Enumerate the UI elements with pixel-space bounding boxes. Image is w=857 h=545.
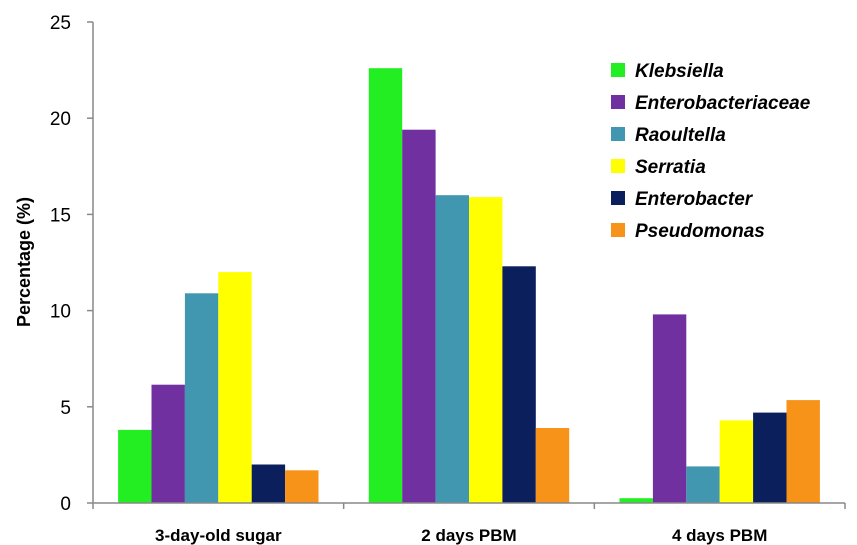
y-tick-label: 15 — [50, 205, 71, 226]
y-tick-label: 10 — [50, 302, 71, 323]
legend: Klebsiella Enterobacteriaceae Raoultella Se… — [611, 61, 811, 242]
bar-serratia-3 — [719, 420, 754, 503]
bar-klebsiella-1 — [118, 429, 152, 503]
x-category-label: 3-day-old sugar — [155, 526, 282, 545]
bar-raoultella-2 — [435, 195, 469, 503]
x-category-label: 4 days PBM — [672, 526, 767, 545]
legend-swatch — [611, 127, 625, 141]
legend-swatch — [611, 223, 625, 237]
y-tick-label: 25 — [50, 13, 71, 34]
legend-label: Enterobacter — [635, 189, 754, 210]
y-axis-label: Percentage (%) — [14, 197, 34, 327]
bar-serratia-2 — [469, 197, 503, 503]
legend-label: Serratia — [635, 157, 706, 178]
legend-swatch — [611, 95, 625, 109]
legend-label: Klebsiella — [635, 61, 724, 82]
bar-pseudomonas-1 — [285, 470, 319, 503]
bar-serratia-1 — [218, 272, 252, 503]
legend-swatch — [611, 191, 625, 205]
bar-enterobacteriaceae-3 — [652, 314, 687, 503]
legend-label: Enterobacteriaceae — [635, 93, 811, 114]
x-ticks-group: 3-day-old sugar 2 days PBM 4 days PBM — [92, 503, 846, 545]
y-tick-label: 5 — [60, 398, 71, 419]
bar-raoultella-1 — [184, 293, 219, 503]
bars-group — [118, 68, 820, 503]
bar-klebsiella-2 — [368, 68, 403, 503]
y-tick-label: 20 — [50, 109, 71, 130]
bar-pseudomonas-3 — [786, 400, 820, 503]
bar-enterobacter-2 — [502, 266, 536, 503]
bar-enterobacteriaceae-1 — [151, 384, 185, 503]
legend-label: Raoultella — [635, 125, 726, 146]
y-tick-label: 0 — [60, 494, 71, 515]
x-category-label: 2 days PBM — [421, 526, 516, 545]
bar-pseudomonas-2 — [535, 428, 570, 503]
legend-swatch — [611, 159, 625, 173]
legend-label: Pseudomonas — [635, 221, 765, 242]
y-ticks-group: 0 5 10 15 20 25 — [50, 13, 93, 515]
legend-swatch — [611, 63, 625, 77]
bar-klebsiella-3 — [619, 498, 653, 503]
bar-raoultella-3 — [686, 466, 720, 503]
bar-enterobacteriaceae-2 — [402, 129, 436, 503]
bar-enterobacter-3 — [753, 412, 787, 503]
bar-enterobacter-1 — [251, 464, 286, 503]
